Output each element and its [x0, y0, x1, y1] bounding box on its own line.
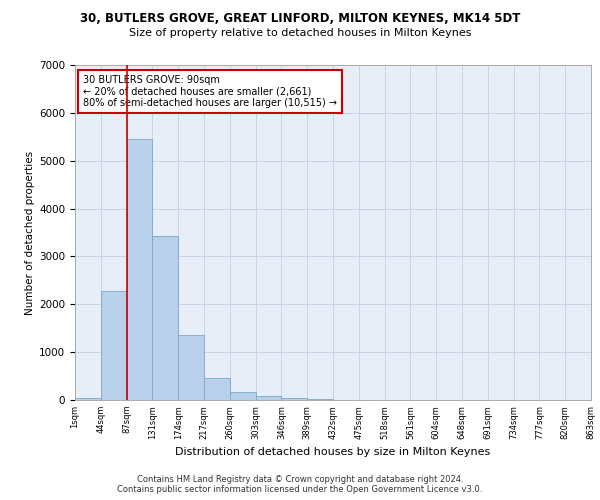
Bar: [281, 398, 307, 400]
Text: 30, BUTLERS GROVE, GREAT LINFORD, MILTON KEYNES, MK14 5DT: 30, BUTLERS GROVE, GREAT LINFORD, MILTON…: [80, 12, 520, 26]
Bar: [127, 139, 152, 400]
Bar: [101, 292, 127, 400]
Bar: [152, 236, 178, 400]
Bar: [178, 336, 204, 400]
Text: Size of property relative to detached houses in Milton Keynes: Size of property relative to detached ho…: [129, 28, 471, 38]
Bar: [204, 378, 230, 400]
Bar: [307, 399, 333, 400]
Bar: [230, 392, 256, 400]
X-axis label: Distribution of detached houses by size in Milton Keynes: Distribution of detached houses by size …: [175, 447, 491, 457]
Y-axis label: Number of detached properties: Number of detached properties: [25, 150, 35, 314]
Text: Contains public sector information licensed under the Open Government Licence v3: Contains public sector information licen…: [118, 485, 482, 494]
Text: 30 BUTLERS GROVE: 90sqm
← 20% of detached houses are smaller (2,661)
80% of semi: 30 BUTLERS GROVE: 90sqm ← 20% of detache…: [83, 74, 337, 108]
Text: Contains HM Land Registry data © Crown copyright and database right 2024.: Contains HM Land Registry data © Crown c…: [137, 475, 463, 484]
Bar: [256, 396, 281, 400]
Bar: [75, 398, 101, 400]
